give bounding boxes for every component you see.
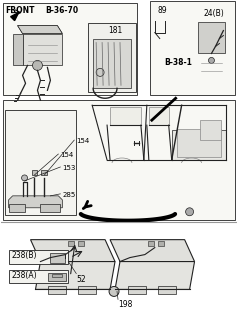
Bar bbox=[78, 241, 84, 246]
Polygon shape bbox=[13, 34, 23, 65]
Bar bbox=[177, 129, 221, 157]
Text: 89: 89 bbox=[158, 6, 167, 15]
Bar bbox=[172, 130, 226, 160]
Bar bbox=[148, 241, 154, 246]
Bar bbox=[93, 38, 131, 88]
Text: 153: 153 bbox=[62, 165, 76, 171]
Circle shape bbox=[33, 60, 42, 70]
Bar bbox=[48, 286, 66, 294]
Text: 181: 181 bbox=[108, 26, 122, 35]
Circle shape bbox=[186, 208, 193, 216]
Polygon shape bbox=[11, 13, 19, 20]
Text: 52: 52 bbox=[76, 275, 86, 284]
Text: FRONT: FRONT bbox=[6, 6, 35, 15]
Bar bbox=[40, 204, 60, 212]
Bar bbox=[5, 110, 76, 215]
Bar bbox=[9, 269, 68, 284]
Text: 154: 154 bbox=[60, 152, 74, 158]
Text: B-36-70: B-36-70 bbox=[45, 6, 79, 15]
Bar bbox=[48, 273, 66, 282]
Polygon shape bbox=[18, 26, 62, 34]
Bar bbox=[68, 241, 74, 246]
Bar bbox=[78, 286, 96, 294]
Bar bbox=[198, 22, 225, 53]
Bar bbox=[41, 170, 47, 175]
Text: B-38-1: B-38-1 bbox=[165, 59, 193, 68]
Text: 198: 198 bbox=[118, 300, 132, 309]
Polygon shape bbox=[35, 261, 115, 289]
Circle shape bbox=[109, 286, 119, 296]
Bar bbox=[128, 286, 146, 294]
Text: 238(A): 238(A) bbox=[12, 270, 37, 279]
Text: 285: 285 bbox=[62, 192, 76, 198]
Bar bbox=[9, 204, 25, 212]
Bar bbox=[199, 120, 221, 140]
Text: 238(B): 238(B) bbox=[12, 251, 37, 260]
Circle shape bbox=[22, 175, 28, 181]
Polygon shape bbox=[18, 26, 62, 34]
Polygon shape bbox=[23, 34, 62, 65]
Bar bbox=[158, 286, 176, 294]
Bar bbox=[110, 107, 141, 125]
Polygon shape bbox=[9, 196, 62, 208]
Bar bbox=[50, 252, 65, 262]
Bar bbox=[88, 23, 136, 92]
Circle shape bbox=[208, 58, 214, 63]
Bar bbox=[52, 274, 62, 277]
Bar bbox=[158, 241, 164, 246]
Bar bbox=[31, 170, 37, 175]
Text: 154: 154 bbox=[76, 138, 89, 144]
Text: 24(B): 24(B) bbox=[203, 9, 224, 18]
Bar bbox=[149, 107, 169, 125]
Bar bbox=[3, 3, 137, 95]
Bar bbox=[3, 100, 235, 220]
Bar bbox=[9, 250, 68, 264]
Polygon shape bbox=[115, 261, 194, 289]
Polygon shape bbox=[30, 240, 115, 261]
Polygon shape bbox=[110, 240, 194, 261]
Circle shape bbox=[96, 68, 104, 76]
Bar bbox=[150, 1, 235, 95]
